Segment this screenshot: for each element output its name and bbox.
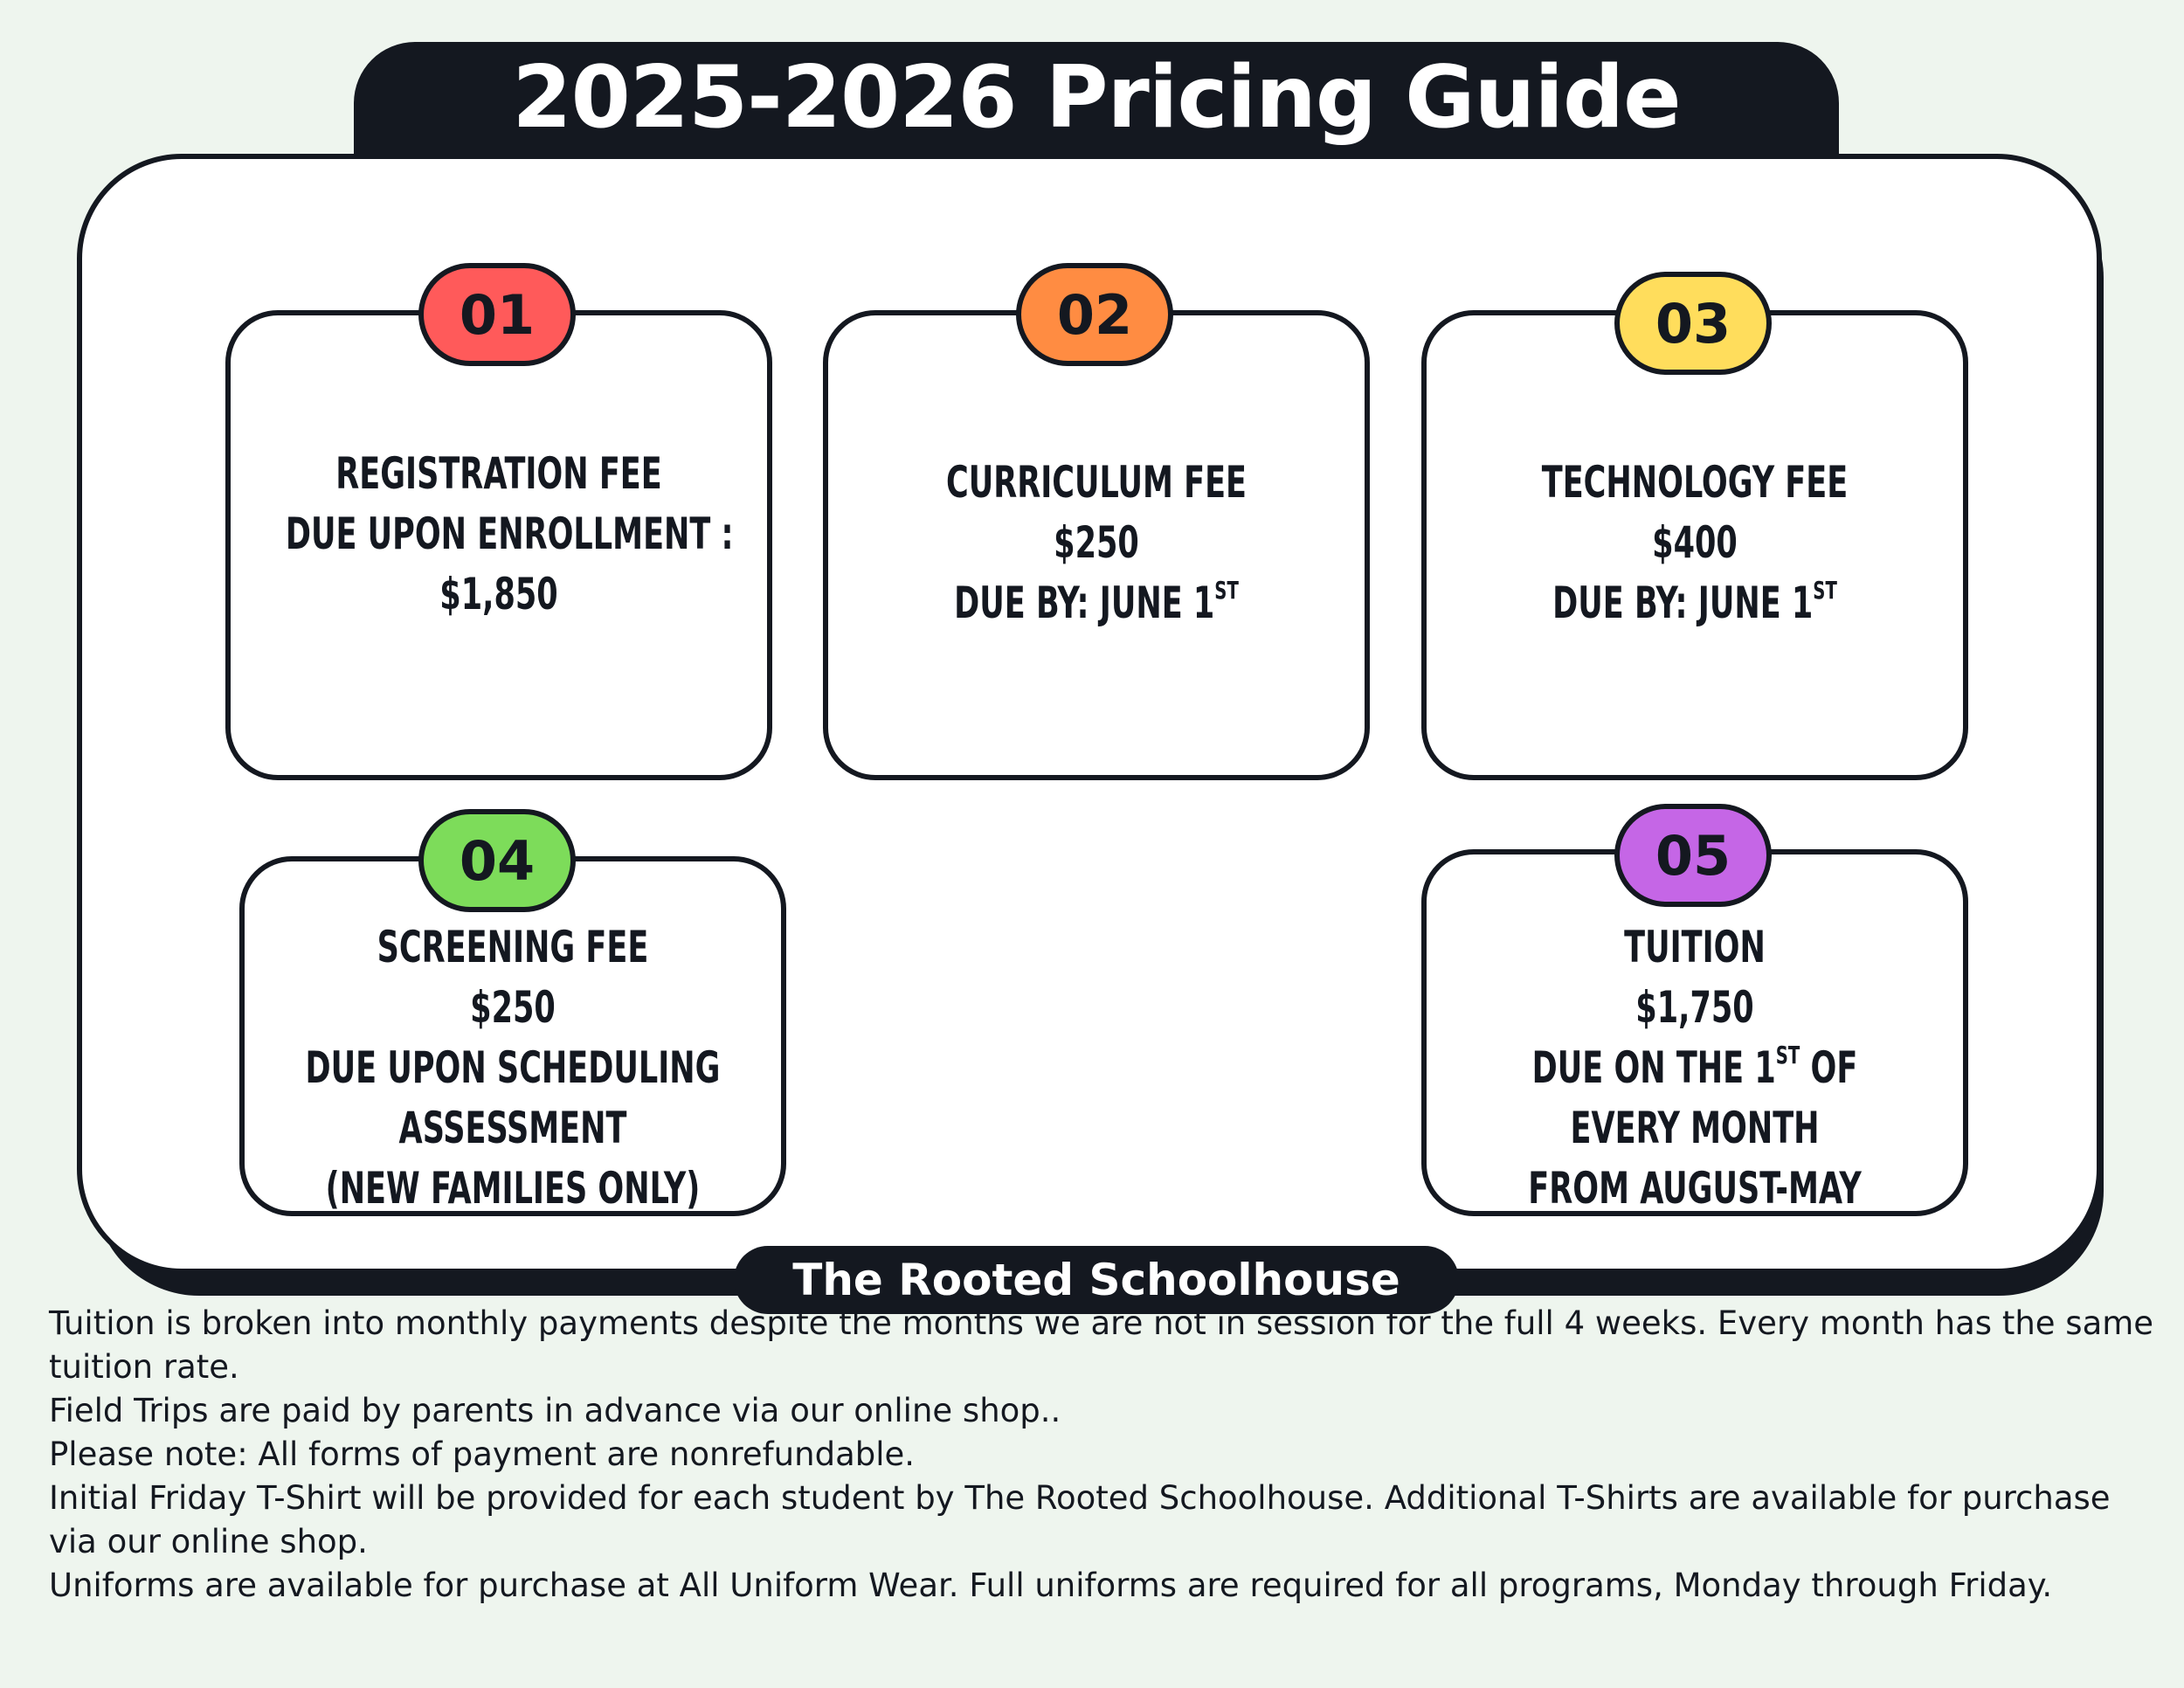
title-banner [354, 42, 1839, 173]
card-line: ASSESSMENT [398, 1103, 627, 1153]
note-line: Tuition is broken into monthly payments … [49, 1304, 2154, 1386]
notes-section: Tuition is broken into monthly payments … [49, 1302, 2163, 1608]
card-line: REGISTRATION FEE [335, 448, 662, 499]
fee-card-registration-text: REGISTRATION FEE DUE UPON ENROLLMENT : $… [285, 444, 734, 625]
page-title: 2025-2026 Pricing Guide [512, 48, 1681, 148]
card-line: FROM AUGUST-MAY [1528, 1163, 1862, 1214]
fee-card-curriculum-text: CURRICULUM FEE $250 DUE BY: JUNE 1ST [883, 453, 1310, 633]
card-line: EVERY MONTH [1570, 1103, 1820, 1153]
badge-01: 01 [418, 263, 576, 366]
card-line: $1,850 [439, 569, 558, 619]
card-due-line: DUE BY: JUNE 1ST [1552, 576, 1837, 628]
card-line: $1,750 [1635, 982, 1754, 1033]
fee-card-screening [239, 856, 786, 1216]
fee-card-curriculum [823, 310, 1370, 780]
card-line: $250 [470, 982, 556, 1033]
badge-05: 05 [1614, 804, 1772, 907]
badge-04: 04 [418, 809, 576, 912]
card-line: (NEW FAMILIES ONLY) [325, 1163, 701, 1214]
card-line: TECHNOLOGY FEE [1541, 457, 1849, 508]
card-due-line: DUE BY: JUNE 1ST [954, 576, 1239, 628]
card-line: $400 [1652, 517, 1738, 568]
note-line: Please note: All forms of payment are no… [49, 1435, 916, 1473]
card-line: CURRICULUM FEE [945, 457, 1248, 508]
note-line: Uniforms are available for purchase at A… [49, 1567, 2053, 1604]
fee-card-screening-text: SCREENING FEE $250 DUE UPON SCHEDULING A… [300, 917, 726, 1219]
fee-card-tuition [1421, 849, 1968, 1216]
fee-card-technology-text: TECHNOLOGY FEE $400 DUE BY: JUNE 1ST [1482, 453, 1908, 633]
card-line: DUE UPON SCHEDULING [305, 1042, 721, 1093]
card-due-line: DUE ON THE 1ST OF [1531, 1041, 1858, 1093]
card-line: DUE UPON ENROLLMENT : [285, 508, 734, 559]
fee-card-technology [1421, 310, 1968, 780]
badge-02: 02 [1016, 263, 1173, 366]
fee-card-tuition-text: TUITION $1,750 DUE ON THE 1ST OF EVERY M… [1482, 917, 1908, 1219]
school-name-label: The Rooted Schoolhouse [734, 1246, 1459, 1314]
note-line: Initial Friday T-Shirt will be provided … [49, 1479, 2111, 1560]
badge-03: 03 [1614, 272, 1772, 375]
card-line: SCREENING FEE [377, 922, 649, 972]
note-line: Field Trips are paid by parents in advan… [49, 1392, 1061, 1429]
card-line: $250 [1054, 517, 1139, 568]
card-line: TUITION [1624, 922, 1766, 972]
